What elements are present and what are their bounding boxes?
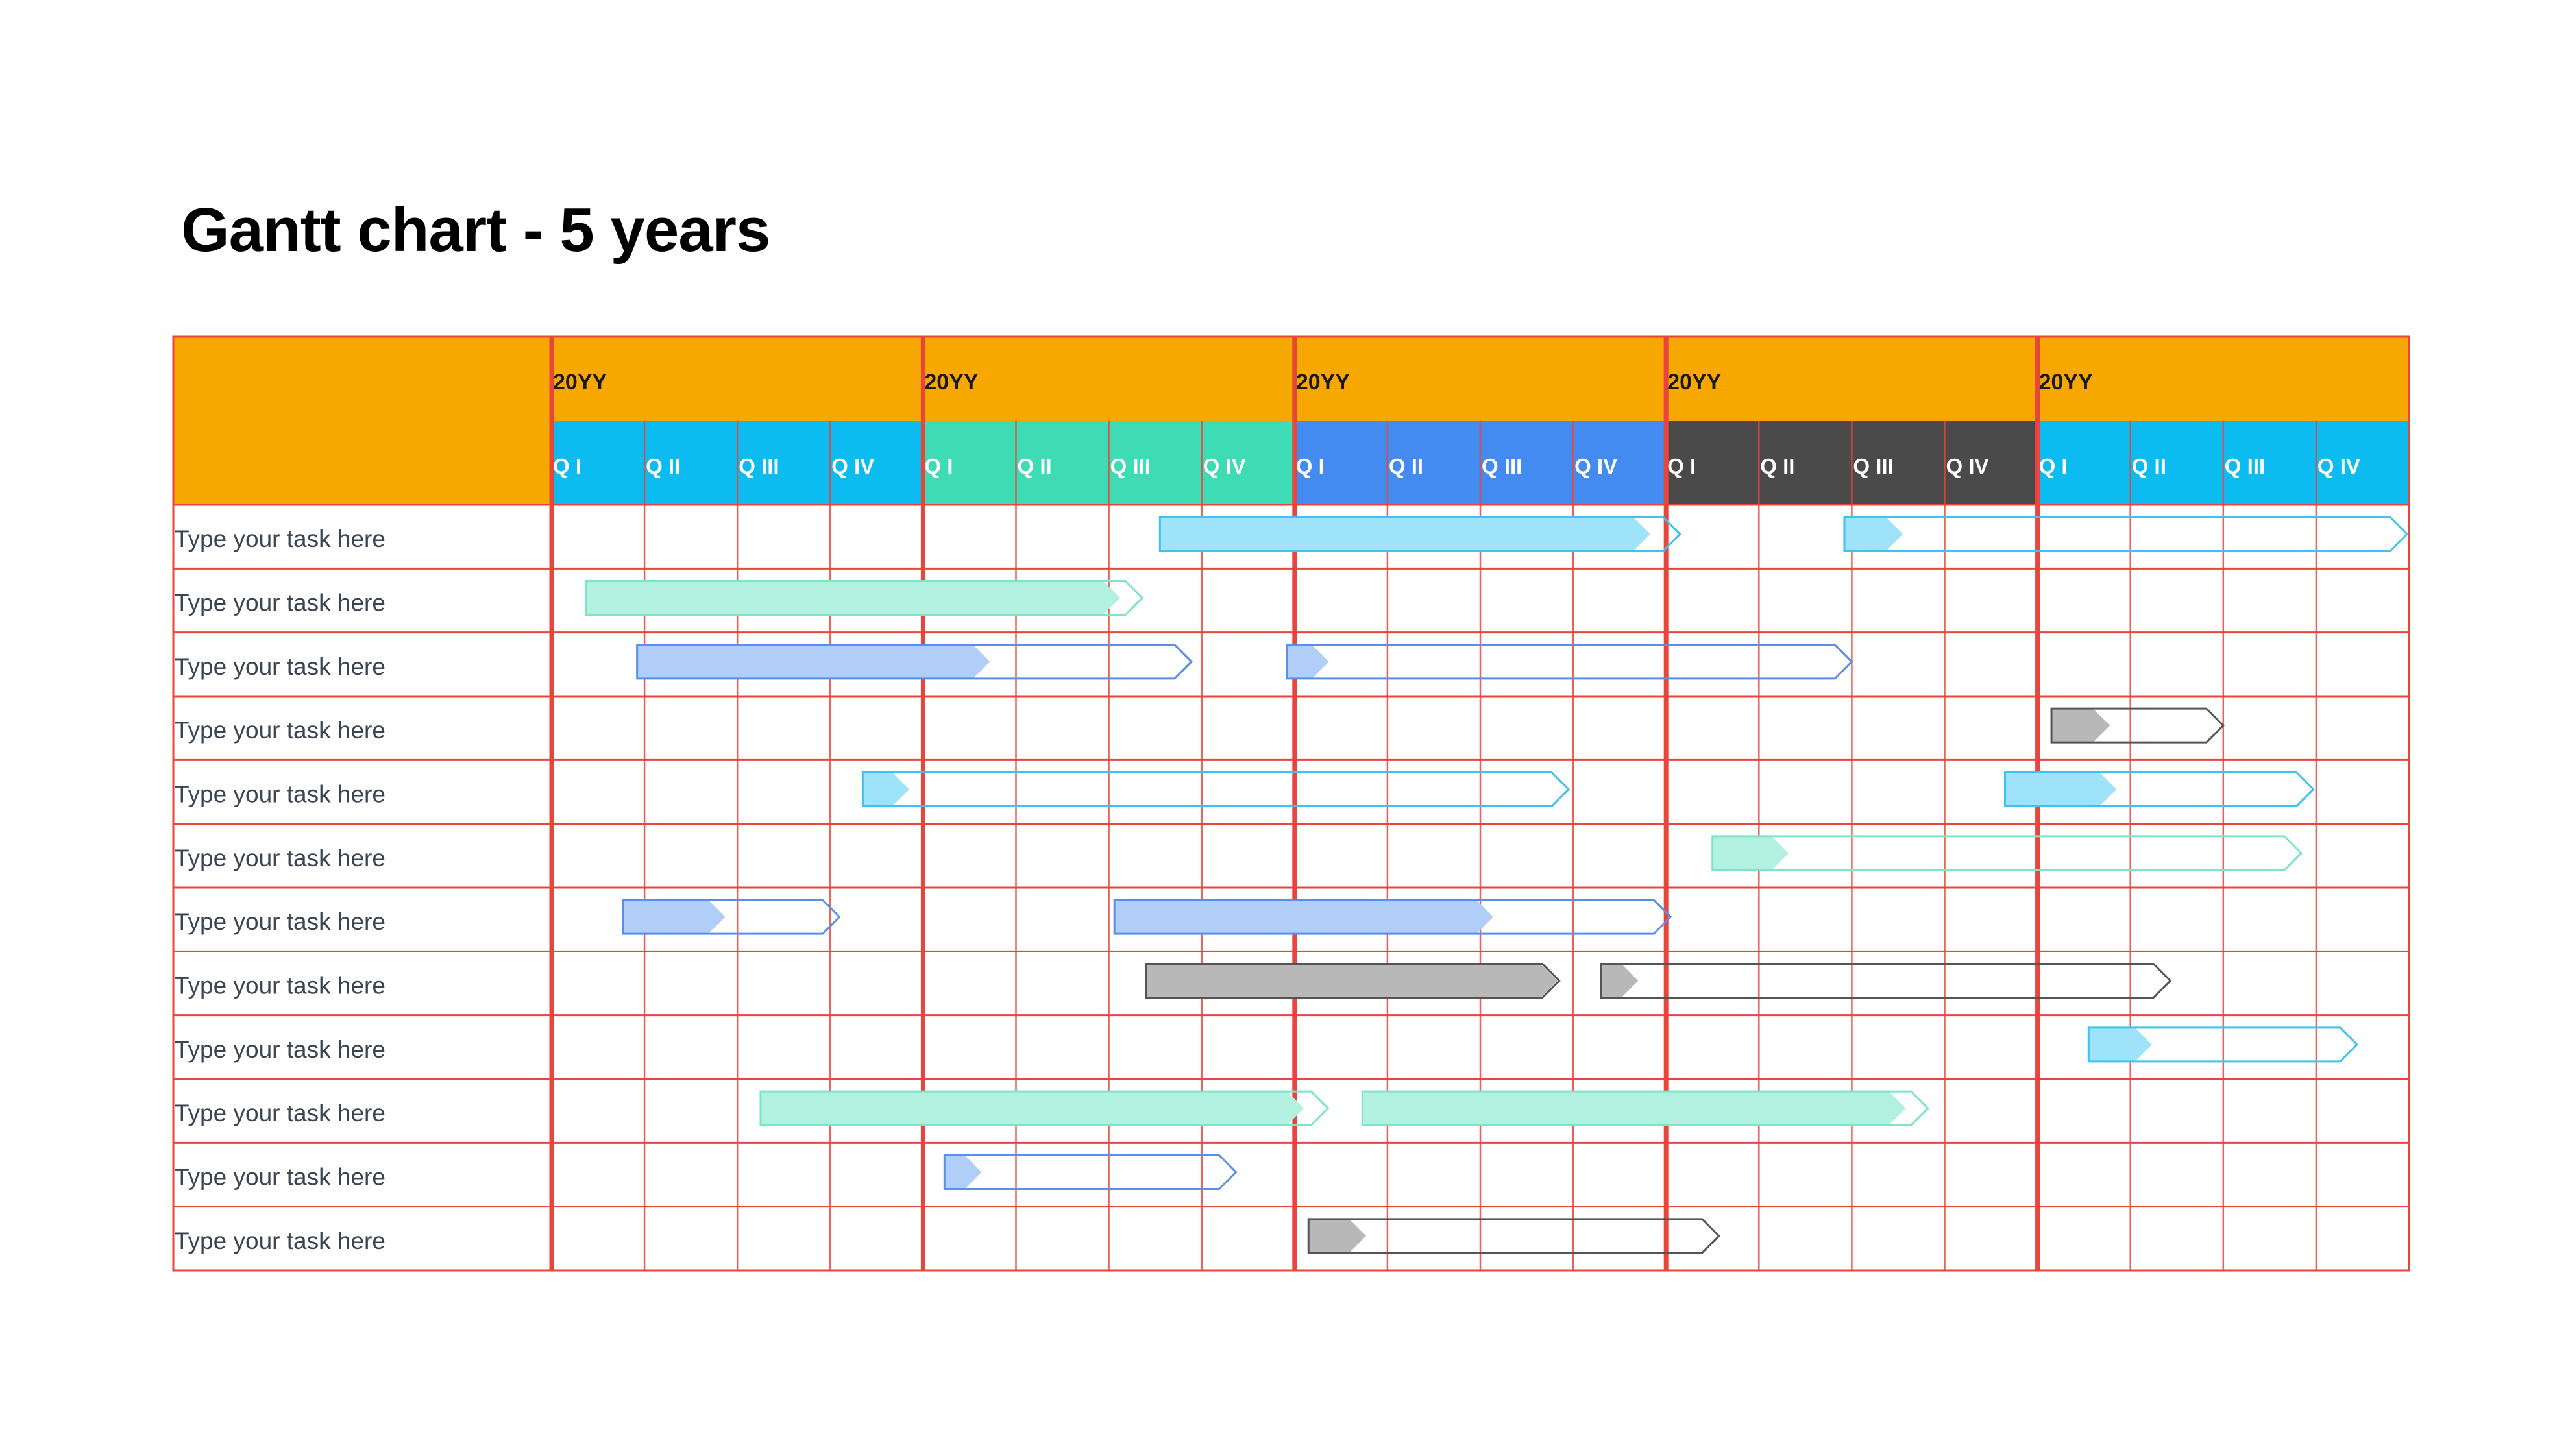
task-bar-progress xyxy=(2051,709,2110,743)
task-bar xyxy=(2004,771,2315,807)
quarter-label: Q IV xyxy=(831,454,874,478)
task-label: Type your task here xyxy=(175,653,385,680)
task-bar xyxy=(1600,963,2172,999)
task-bar-outline xyxy=(1711,835,2303,871)
task-bar-progress xyxy=(2088,1027,2152,1062)
task-bar-progress xyxy=(1844,517,1903,552)
task-bar-progress xyxy=(1160,517,1650,552)
task-bar-outline xyxy=(1307,1218,1720,1254)
quarter-label: Q I xyxy=(2039,454,2068,478)
task-bar xyxy=(636,644,1193,680)
task-label: Type your task here xyxy=(175,781,385,808)
quarter-label: Q I xyxy=(1667,454,1696,478)
quarter-label: Q IV xyxy=(1574,454,1617,478)
task-label: Type your task here xyxy=(175,845,385,871)
quarter-label: Q IV xyxy=(1203,454,1246,478)
page-title: Gantt chart - 5 years xyxy=(181,195,770,265)
task-bar xyxy=(1113,899,1672,935)
task-bar-progress xyxy=(944,1155,982,1189)
task-bar-progress xyxy=(637,644,990,679)
task-bar-progress xyxy=(1287,644,1329,679)
task-bar xyxy=(585,580,1144,616)
task-label: Type your task here xyxy=(175,1036,385,1063)
year-label: 20YY xyxy=(1667,370,1721,394)
year-label: 20YY xyxy=(2039,370,2093,394)
quarter-label: Q IV xyxy=(1946,454,1989,478)
task-bar xyxy=(1361,1090,1929,1126)
task-label: Type your task here xyxy=(175,973,385,999)
quarter-label: Q I xyxy=(1296,454,1325,478)
task-bar xyxy=(1711,835,2303,871)
quarter-label: Q III xyxy=(739,454,779,478)
task-bar-outline xyxy=(759,1090,1330,1126)
quarter-label: Q II xyxy=(1018,454,1052,478)
quarter-label: Q I xyxy=(553,454,581,478)
task-bar-outline xyxy=(2050,707,2225,744)
task-bar-progress xyxy=(623,900,726,934)
task-bar-progress xyxy=(2005,772,2117,807)
task-label: Type your task here xyxy=(175,590,385,616)
quarter-label: Q IV xyxy=(2317,454,2360,478)
task-bar xyxy=(759,1090,1330,1126)
task-bar-progress xyxy=(585,581,1120,615)
task-label: Type your task here xyxy=(175,1100,385,1126)
task-label: Type your task here xyxy=(175,526,385,552)
task-bar-outline xyxy=(2004,771,2315,807)
task-bar-outline xyxy=(2087,1026,2358,1063)
task-bar-progress xyxy=(862,772,909,807)
task-bar xyxy=(2050,707,2225,744)
task-bar-outline xyxy=(1286,644,1853,680)
year-label: 20YY xyxy=(553,370,607,394)
task-bar-outline xyxy=(1158,516,1681,552)
quarter-label: Q II xyxy=(2132,454,2166,478)
task-label: Type your task here xyxy=(175,717,385,744)
task-bar xyxy=(622,899,841,935)
task-bar xyxy=(2087,1026,2358,1063)
task-bar xyxy=(1843,516,2409,552)
task-bar-outline xyxy=(1145,963,1561,999)
quarter-label: Q II xyxy=(646,454,680,478)
quarter-label: Q II xyxy=(1389,454,1423,478)
task-bar-outline xyxy=(943,1154,1238,1190)
task-label: Type your task here xyxy=(175,1164,385,1191)
quarter-label: Q II xyxy=(1760,454,1794,478)
year-label: 20YY xyxy=(924,370,978,394)
task-bar xyxy=(861,771,1571,807)
task-bar-outline xyxy=(622,899,841,935)
quarter-label: Q III xyxy=(1853,454,1893,478)
task-bar xyxy=(1307,1218,1720,1254)
year-label: 20YY xyxy=(1296,370,1350,394)
quarter-label: Q III xyxy=(1110,454,1151,478)
task-bar-progress xyxy=(1601,964,1639,998)
task-bar-progress xyxy=(760,1091,1304,1126)
task-bar-progress xyxy=(1712,836,1789,870)
quarter-label: Q III xyxy=(1482,454,1522,478)
task-bar-progress xyxy=(1308,1219,1366,1253)
task-bar-progress xyxy=(1114,900,1494,934)
task-bar-outline xyxy=(1361,1090,1929,1126)
quarter-label: Q I xyxy=(924,454,953,478)
task-label: Type your task here xyxy=(175,908,385,935)
task-bar-outline xyxy=(1600,963,2172,999)
task-bar-outline xyxy=(585,580,1144,616)
quarter-label: Q III xyxy=(2225,454,2265,478)
task-bar-outline xyxy=(1843,516,2409,552)
task-bar-outline xyxy=(861,771,1571,807)
task-label: Type your task here xyxy=(175,1228,385,1254)
task-bar xyxy=(1286,644,1853,680)
task-bar-outline xyxy=(636,644,1193,680)
task-bar xyxy=(1145,963,1561,999)
task-bar xyxy=(1158,516,1681,552)
task-bar-progress xyxy=(1145,964,1558,998)
task-bar-outline xyxy=(1113,899,1672,935)
task-bar xyxy=(943,1154,1238,1190)
task-bar-progress xyxy=(1362,1091,1906,1126)
